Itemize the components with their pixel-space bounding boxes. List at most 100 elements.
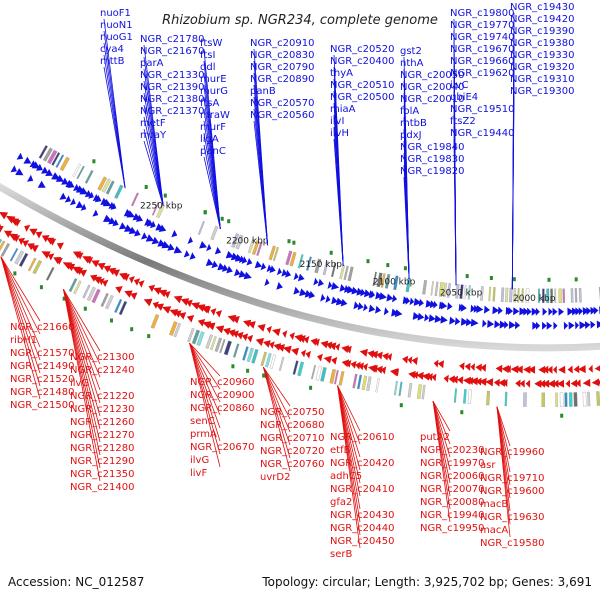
reverse-gene-label: NGR_c21230 bbox=[70, 404, 135, 415]
gene-arrow bbox=[480, 363, 487, 372]
gene-arrow bbox=[276, 282, 283, 290]
forward-gene-label: NGR_c19660 bbox=[450, 56, 515, 67]
leader-line bbox=[63, 289, 101, 469]
marker bbox=[547, 277, 551, 282]
forward-gene-label: NGR_c19740 bbox=[450, 32, 515, 43]
gene-arrow bbox=[37, 180, 46, 188]
feature-block bbox=[372, 271, 377, 287]
gene-arrow bbox=[79, 269, 88, 277]
gene-arrow bbox=[69, 198, 76, 206]
feature-block bbox=[0, 238, 3, 244]
feature-block bbox=[292, 360, 299, 375]
gene-arrow bbox=[272, 328, 281, 337]
forward-gene-label: NGR_c19670 bbox=[450, 44, 515, 55]
leader-line bbox=[63, 289, 101, 365]
gene-arrow bbox=[331, 296, 338, 305]
gene-arrow bbox=[351, 286, 359, 295]
gene-arrow bbox=[103, 265, 112, 273]
feature-block bbox=[322, 260, 329, 276]
gene-arrow bbox=[328, 342, 337, 351]
feature-block bbox=[578, 288, 582, 303]
marker bbox=[13, 271, 17, 276]
feature-block bbox=[130, 192, 139, 207]
gene-arrow bbox=[353, 301, 360, 310]
leader-line bbox=[189, 342, 221, 390]
leader-line bbox=[432, 401, 451, 523]
gene-arrow bbox=[539, 379, 546, 388]
reverse-gene-label: NGR_c19630 bbox=[480, 512, 545, 523]
forward-gene-label: NGR_c19840 bbox=[400, 142, 465, 153]
marker bbox=[220, 216, 224, 221]
feature-block bbox=[554, 288, 557, 303]
marker bbox=[246, 368, 250, 373]
gene-arrow bbox=[368, 364, 377, 373]
reverse-gene-label: NGR_c19940 bbox=[420, 510, 485, 521]
gene-arrow bbox=[236, 331, 244, 340]
gene-arrow bbox=[313, 338, 320, 347]
gene-arrow bbox=[437, 360, 444, 369]
gene-arrow bbox=[464, 362, 471, 371]
gene-arrow bbox=[475, 377, 482, 386]
gene-arrow bbox=[169, 309, 179, 317]
feature-block bbox=[568, 392, 573, 407]
gene-arrow bbox=[134, 229, 141, 237]
kbp-ticks: 2250 kbp 2200 kbp 2150 kbp 2100 kbp 2050 kbp… bbox=[140, 201, 556, 304]
forward-gene-label: ligA bbox=[200, 134, 219, 145]
feature-block bbox=[169, 321, 178, 336]
marker bbox=[144, 185, 148, 189]
marker bbox=[460, 410, 464, 415]
feature-block bbox=[504, 287, 509, 303]
reverse-gene-label: NGR_c21260 bbox=[70, 417, 135, 428]
marker bbox=[512, 277, 516, 282]
gene-arrow bbox=[27, 243, 35, 251]
feature-block bbox=[416, 384, 422, 399]
gene-arrow bbox=[4, 230, 13, 238]
gene-arrow bbox=[183, 250, 190, 258]
gene-arrow bbox=[567, 307, 574, 316]
leader-line bbox=[143, 116, 164, 206]
forward-gene-label: cya4 bbox=[100, 44, 124, 55]
gene-arrow bbox=[320, 293, 326, 302]
feature-block bbox=[289, 251, 297, 267]
reverse-blocks-outer bbox=[0, 238, 600, 407]
gene-arrow bbox=[552, 307, 558, 316]
gene-arrow bbox=[535, 321, 541, 330]
gene-arrow bbox=[394, 309, 403, 318]
gene-arrow bbox=[476, 305, 484, 313]
gene-arrow bbox=[299, 288, 307, 297]
gene-arrow bbox=[567, 365, 573, 374]
gene-arrow bbox=[118, 222, 127, 230]
feature-block bbox=[105, 294, 114, 310]
gene-arrow bbox=[64, 195, 71, 203]
feature-block bbox=[509, 287, 513, 303]
forward-gene-label: NGR_c21670 bbox=[140, 46, 205, 57]
gene-arrow bbox=[440, 315, 448, 324]
gene-arrow bbox=[532, 321, 539, 330]
gene-arrow bbox=[135, 214, 143, 222]
gene-arrow bbox=[416, 371, 424, 380]
gene-arrow bbox=[158, 289, 168, 298]
forward-gene-label: NGR_c21380 bbox=[140, 94, 205, 105]
gene-arrow bbox=[294, 334, 303, 343]
gene-arrow bbox=[575, 307, 581, 316]
reverse-gene-label: NGR_c20410 bbox=[330, 484, 395, 495]
gene-arrow bbox=[542, 379, 550, 388]
feature-block bbox=[260, 351, 267, 367]
reverse-gene-label: NGR_c20060 bbox=[420, 471, 485, 482]
gene-arrow bbox=[303, 336, 310, 344]
gene-arrow bbox=[360, 288, 366, 297]
gene-arrow bbox=[370, 350, 378, 359]
marker bbox=[262, 373, 266, 378]
gene-arrow bbox=[331, 282, 340, 290]
gene-arrow bbox=[542, 365, 549, 374]
gene-arrow bbox=[246, 258, 253, 266]
feature-block bbox=[329, 369, 336, 384]
reverse-gene-label: NGR_c20230 bbox=[420, 445, 485, 456]
feature-block bbox=[72, 163, 82, 178]
reverse-gene-label: NGR_c21660 bbox=[10, 322, 75, 333]
gene-arrow bbox=[8, 233, 18, 242]
gene-arrow bbox=[174, 310, 182, 318]
gene-arrow bbox=[364, 289, 372, 298]
gene-arrow bbox=[582, 307, 590, 316]
leader-line bbox=[203, 144, 221, 229]
